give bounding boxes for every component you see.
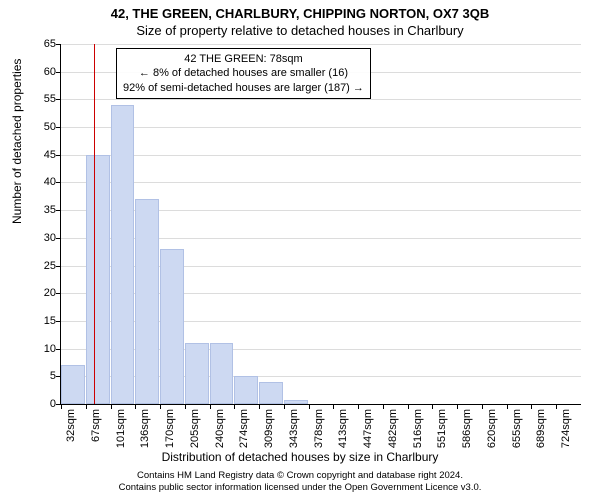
ytick-mark: [56, 349, 61, 350]
footer-line1: Contains HM Land Registry data © Crown c…: [0, 470, 600, 482]
chart-container: 42, THE GREEN, CHARLBURY, CHIPPING NORTO…: [0, 0, 600, 500]
xtick-label: 67sqm: [90, 409, 102, 442]
histogram-bar: [160, 249, 184, 404]
histogram-bar: [259, 382, 283, 404]
histogram-bar: [61, 365, 85, 404]
ytick-label: 40: [26, 176, 56, 188]
xtick-mark: [531, 404, 532, 409]
xtick-label: 551sqm: [436, 409, 448, 448]
xtick-mark: [556, 404, 557, 409]
ytick-label: 10: [26, 343, 56, 355]
xtick-mark: [210, 404, 211, 409]
ytick-label: 30: [26, 232, 56, 244]
histogram-bar: [234, 376, 258, 404]
xtick-label: 482sqm: [387, 409, 399, 448]
ytick-mark: [56, 72, 61, 73]
xtick-label: 447sqm: [362, 409, 374, 448]
chart-area: 0510152025303540455055606532sqm67sqm101s…: [60, 44, 580, 404]
footer-attribution: Contains HM Land Registry data © Crown c…: [0, 470, 600, 494]
xtick-label: 689sqm: [535, 409, 547, 448]
xtick-mark: [507, 404, 508, 409]
xtick-label: 724sqm: [560, 409, 572, 448]
xtick-label: 32sqm: [65, 409, 77, 442]
histogram-bar: [86, 155, 110, 404]
ytick-mark: [56, 99, 61, 100]
xtick-label: 413sqm: [337, 409, 349, 448]
xtick-label: 205sqm: [189, 409, 201, 448]
histogram-bar: [185, 343, 209, 404]
ytick-mark: [56, 44, 61, 45]
xtick-mark: [135, 404, 136, 409]
ytick-mark: [56, 155, 61, 156]
xtick-mark: [61, 404, 62, 409]
histogram-bar: [135, 199, 159, 404]
ytick-label: 45: [26, 149, 56, 161]
annotation-box: 42 THE GREEN: 78sqm ← 8% of detached hou…: [116, 48, 371, 99]
xtick-label: 655sqm: [511, 409, 523, 448]
xtick-label: 240sqm: [214, 409, 226, 448]
ytick-mark: [56, 266, 61, 267]
xtick-mark: [185, 404, 186, 409]
xtick-label: 136sqm: [139, 409, 151, 448]
y-axis-label: Number of detached properties: [10, 59, 24, 224]
ytick-label: 5: [26, 370, 56, 382]
xtick-mark: [432, 404, 433, 409]
annotation-line1: 42 THE GREEN: 78sqm: [123, 52, 364, 66]
xtick-mark: [86, 404, 87, 409]
gridline: [61, 155, 581, 156]
xtick-label: 170sqm: [164, 409, 176, 448]
ytick-label: 0: [26, 398, 56, 410]
histogram-bar: [210, 343, 234, 404]
ytick-mark: [56, 321, 61, 322]
ytick-label: 60: [26, 66, 56, 78]
xtick-label: 620sqm: [486, 409, 498, 448]
gridline: [61, 44, 581, 45]
xtick-mark: [284, 404, 285, 409]
chart-title-sub: Size of property relative to detached ho…: [0, 21, 600, 38]
ytick-label: 50: [26, 121, 56, 133]
xtick-mark: [234, 404, 235, 409]
gridline: [61, 127, 581, 128]
ytick-mark: [56, 182, 61, 183]
ytick-mark: [56, 293, 61, 294]
xtick-label: 378sqm: [313, 409, 325, 448]
histogram-bar: [111, 105, 135, 404]
footer-line2: Contains public sector information licen…: [0, 482, 600, 494]
xtick-mark: [482, 404, 483, 409]
ytick-label: 35: [26, 204, 56, 216]
xtick-label: 101sqm: [115, 409, 127, 448]
ytick-label: 20: [26, 287, 56, 299]
x-axis-label: Distribution of detached houses by size …: [0, 450, 600, 464]
gridline: [61, 99, 581, 100]
xtick-mark: [309, 404, 310, 409]
reference-line: [94, 44, 95, 404]
xtick-label: 586sqm: [461, 409, 473, 448]
annotation-line2: ← 8% of detached houses are smaller (16): [123, 66, 364, 80]
histogram-bar: [284, 400, 308, 404]
xtick-mark: [259, 404, 260, 409]
xtick-mark: [457, 404, 458, 409]
xtick-mark: [160, 404, 161, 409]
xtick-label: 516sqm: [412, 409, 424, 448]
xtick-label: 343sqm: [288, 409, 300, 448]
ytick-label: 65: [26, 38, 56, 50]
ytick-label: 15: [26, 315, 56, 327]
xtick-label: 309sqm: [263, 409, 275, 448]
ytick-label: 55: [26, 93, 56, 105]
ytick-mark: [56, 127, 61, 128]
xtick-label: 274sqm: [238, 409, 250, 448]
chart-title-main: 42, THE GREEN, CHARLBURY, CHIPPING NORTO…: [0, 0, 600, 21]
ytick-mark: [56, 210, 61, 211]
xtick-mark: [383, 404, 384, 409]
gridline: [61, 182, 581, 183]
xtick-mark: [358, 404, 359, 409]
annotation-line3: 92% of semi-detached houses are larger (…: [123, 81, 364, 95]
ytick-label: 25: [26, 260, 56, 272]
ytick-mark: [56, 238, 61, 239]
xtick-mark: [333, 404, 334, 409]
xtick-mark: [408, 404, 409, 409]
xtick-mark: [111, 404, 112, 409]
